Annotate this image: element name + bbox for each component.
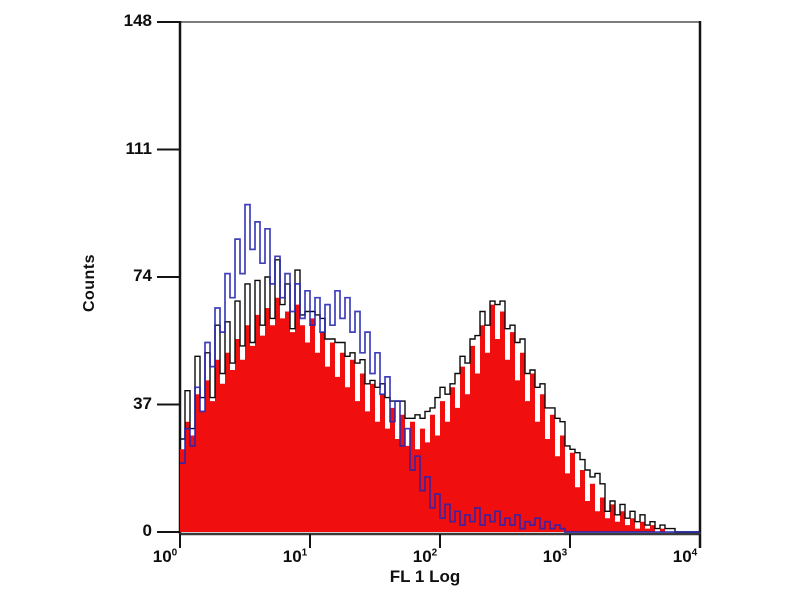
x-tick-exponent: 4 — [691, 547, 698, 559]
red-filled-histogram — [180, 297, 700, 532]
blue-outline-histogram — [180, 203, 700, 533]
x-tick-label: 103 — [543, 547, 567, 567]
x-tick-base: 10 — [152, 547, 172, 566]
x-tick-exponent: 0 — [171, 547, 178, 559]
x-tick-label: 104 — [673, 547, 697, 567]
x-tick-label: 100 — [153, 547, 177, 567]
x-tick-exponent: 2 — [431, 547, 438, 559]
black-outline-histogram — [180, 259, 700, 533]
x-tick-exponent: 1 — [301, 547, 308, 559]
y-axis-title: Counts — [81, 253, 98, 313]
x-tick-exponent: 3 — [561, 547, 568, 559]
x-tick-base: 10 — [282, 547, 302, 566]
y-tick-label: 74 — [133, 266, 152, 286]
x-tick-base: 10 — [672, 547, 692, 566]
y-tick-label: 37 — [133, 393, 152, 413]
x-tick-label: 102 — [413, 547, 437, 567]
y-tick-label: 0 — [142, 521, 152, 541]
y-tick-label: 148 — [123, 11, 152, 31]
y-tick-label: 111 — [125, 138, 153, 158]
x-tick-base: 10 — [542, 547, 562, 566]
x-tick-label: 101 — [283, 547, 307, 567]
x-tick-base: 10 — [412, 547, 432, 566]
x-axis-title: FL 1 Log — [389, 567, 461, 586]
